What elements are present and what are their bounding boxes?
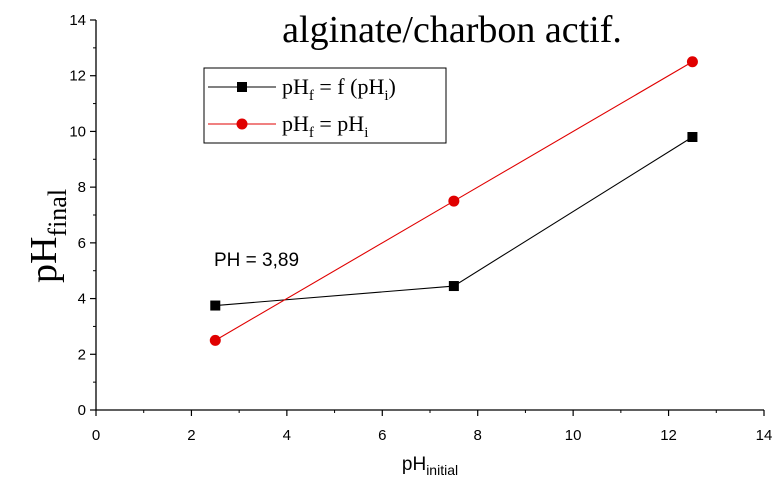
legend-label-part: = f (pH: [314, 74, 385, 99]
data-point: [686, 56, 698, 68]
data-point: [210, 300, 221, 311]
y-tick-label: 14: [69, 12, 86, 29]
y-tick-label: 12: [69, 68, 86, 85]
y-tick-label: 10: [69, 123, 86, 140]
y-tick-label: 0: [78, 402, 86, 419]
plot-area: 0 2 4 6 8 10 12 14 0 2 4 6 8 10 12 14: [69, 12, 772, 444]
y-tick-label: 4: [78, 291, 86, 308]
x-tick-label: 8: [474, 427, 482, 444]
series-layer: [209, 56, 698, 346]
x-tick-label: 2: [187, 427, 195, 444]
legend-marker: [236, 118, 248, 130]
x-axis-label: pHinitial: [402, 454, 458, 478]
x-tick-label: 4: [283, 427, 291, 444]
y-axis-label-main: pH: [23, 237, 65, 283]
legend-label-part: f: [309, 88, 314, 104]
legend-label-part: ): [389, 74, 396, 99]
data-point: [448, 195, 460, 207]
x-tick-label: 10: [565, 427, 582, 444]
legend-frame: [203, 67, 447, 144]
legend-label-part: pH: [282, 74, 309, 99]
legend-label-part: = pH: [314, 111, 364, 136]
legend: pHf = f (pHi)pHf = pHi: [203, 67, 447, 144]
y-axis-label-sub: final: [43, 189, 72, 237]
annotation-label: PH = 3,89: [214, 250, 299, 271]
data-point: [687, 132, 698, 142]
legend-label-part: i: [384, 88, 388, 104]
y-tick-label: 2: [78, 346, 86, 363]
x-tick-label: 0: [92, 427, 100, 444]
x-axis-label-sub: initial: [426, 462, 458, 478]
legend-label: pHf = f (pHi): [282, 74, 396, 104]
y-axis-label: pHfinal: [23, 189, 72, 283]
x-axis-label-main: pH: [402, 454, 426, 475]
legend-label-part: i: [364, 125, 368, 141]
x-tick-label: 6: [378, 427, 386, 444]
x-tick-label: 12: [660, 427, 677, 444]
data-point: [448, 281, 459, 292]
legend-label-part: pH: [282, 111, 309, 136]
legend-label-part: f: [309, 125, 314, 141]
legend-label: pHf = pHi: [282, 111, 368, 141]
data-point: [209, 334, 221, 346]
axis-ticks: 0 2 4 6 8 10 12 14 0 2 4 6 8 10 12 14: [69, 12, 772, 444]
y-tick-label: 6: [78, 235, 86, 252]
legend-marker: [237, 82, 247, 92]
y-tick-label: 8: [78, 179, 86, 196]
series-line-0: [215, 136, 693, 307]
chart-title: alginate/charbon actif.: [282, 9, 622, 51]
x-tick-label: 14: [756, 427, 773, 444]
